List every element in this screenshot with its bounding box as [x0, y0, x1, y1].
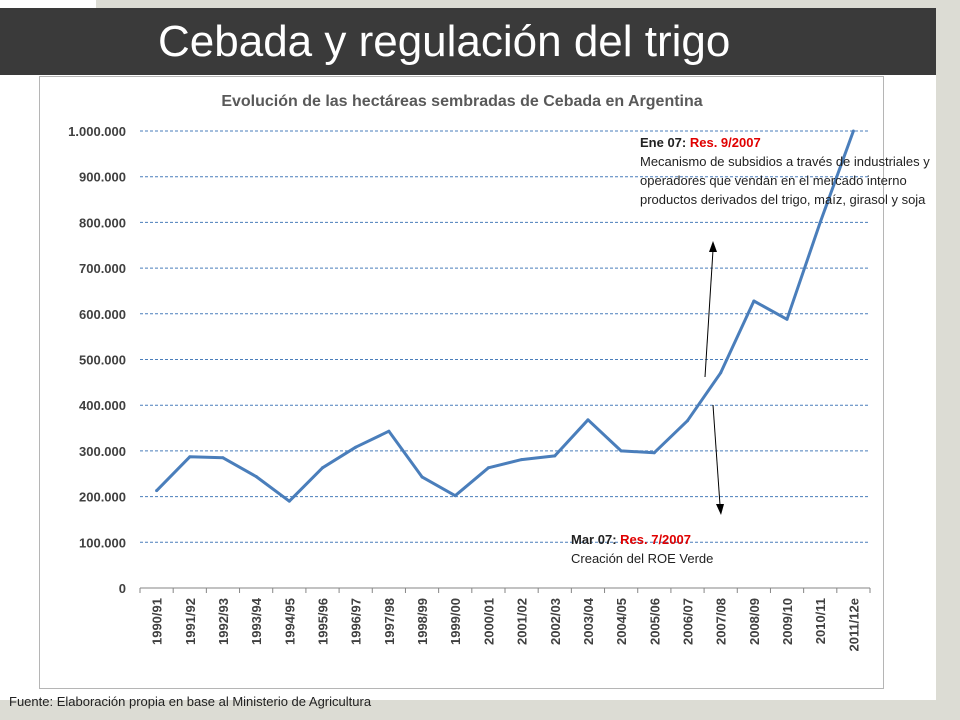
x-tick-label: 2008/09 [747, 598, 762, 645]
data-point [752, 299, 756, 303]
x-tick-label: 1995/96 [316, 598, 331, 645]
data-point [553, 454, 557, 458]
data-point [254, 474, 258, 478]
y-tick-label: 600.000 [79, 307, 126, 322]
x-tick-label: 2001/02 [515, 598, 530, 645]
x-tick-label: 2010/11 [813, 598, 828, 644]
y-tick-label: 400.000 [79, 398, 126, 413]
data-point [619, 449, 623, 453]
series-line [155, 130, 855, 503]
data-point [520, 458, 524, 462]
annotation-res-9-2007: Ene 07: Res. 9/2007 Mecanismo de subsidi… [640, 133, 935, 209]
arrow-shaft-down [712, 404, 721, 506]
data-point [453, 494, 457, 498]
data-point [221, 456, 225, 460]
data-point [686, 419, 689, 423]
x-tick-label: 1993/94 [249, 597, 264, 645]
data-point [354, 445, 358, 449]
annotation-arrows [704, 241, 724, 515]
chart-title: Evolución de las hectáreas sembradas de … [221, 93, 702, 110]
annotation-resolution: Res. 9/2007 [689, 135, 761, 150]
x-tick-label: 2006/07 [681, 598, 696, 645]
data-point [155, 489, 159, 493]
x-tick-label: 1992/93 [216, 598, 231, 645]
x-tick-label: 2005/06 [647, 598, 662, 645]
slide-title: Cebada y regulación del trigo [158, 17, 731, 66]
chart-frame [39, 76, 884, 689]
data-point [851, 129, 855, 133]
x-tick-label: 2003/04 [581, 597, 596, 645]
title-bar: Cebada y regulación del trigo [0, 8, 936, 75]
y-tick-label: 200.000 [79, 490, 126, 505]
x-tick-label: 2004/05 [614, 598, 629, 645]
y-tick-label: 800.000 [79, 215, 126, 230]
y-tick-label: 100.000 [79, 535, 126, 550]
data-point [486, 466, 490, 470]
y-tick-label: 300.000 [79, 444, 126, 459]
x-tick-label: 1994/95 [282, 598, 297, 645]
x-tick-label: 1997/98 [382, 598, 397, 645]
gridlines [140, 130, 870, 543]
annotation-text: Mecanismo de subsidios a través de indus… [640, 154, 930, 207]
right-decor-band [936, 8, 960, 720]
annotation-res-7-2007: Mar 07: Res. 7/2007 Creación del ROE Ver… [571, 530, 811, 568]
arrow-head-down [716, 504, 724, 515]
y-tick-label: 500.000 [79, 353, 126, 368]
x-tick-label: 2000/01 [481, 598, 496, 645]
annotation-resolution: Res. 7/2007 [620, 532, 691, 547]
bottom-decor-band [0, 700, 936, 720]
y-tick-label: 900.000 [79, 170, 126, 185]
data-point [586, 418, 590, 422]
x-tick-label: 1996/97 [349, 598, 364, 645]
arrow-shaft-up [704, 249, 714, 378]
x-tick-label: 1999/00 [448, 598, 463, 645]
data-point [188, 455, 192, 459]
annotation-date: Mar 07: [571, 532, 621, 547]
top-decor-band [96, 0, 960, 8]
data-point [652, 451, 656, 455]
data-point [321, 466, 324, 470]
source-footnote: Fuente: Elaboración propia en base al Mi… [9, 694, 372, 709]
data-point [420, 475, 424, 479]
data-point [785, 317, 789, 321]
x-axis-ticks: 1990/91 1991/92 1992/93 1993/94 1994/95 1995/… [150, 597, 862, 651]
y-axis-ticks: 0 100.000 200.000 300.000 400.000 500.000 600.… [68, 124, 126, 596]
data-point [287, 499, 291, 503]
annotation-date: Ene 07: [640, 135, 690, 150]
data-point [387, 429, 391, 433]
y-tick-label: 1.000.000 [68, 124, 126, 139]
x-tick-label: 2009/10 [780, 598, 795, 645]
data-point [818, 220, 822, 224]
x-tick-label: 2007/08 [714, 598, 729, 645]
series-group [155, 129, 855, 503]
y-tick-label: 700.000 [79, 261, 126, 276]
axes [139, 587, 871, 593]
x-tick-label: 1998/99 [415, 598, 430, 645]
x-tick-label: 1991/92 [183, 598, 198, 645]
x-tick-label: 2011/12e [846, 598, 861, 652]
annotation-text: Creación del ROE Verde [571, 551, 714, 566]
data-point [719, 371, 723, 375]
y-tick-label: 0 [119, 581, 126, 596]
arrow-head-up [709, 241, 717, 252]
x-tick-label: 1990/91 [150, 598, 165, 645]
x-tick-label: 2002/03 [548, 598, 563, 645]
